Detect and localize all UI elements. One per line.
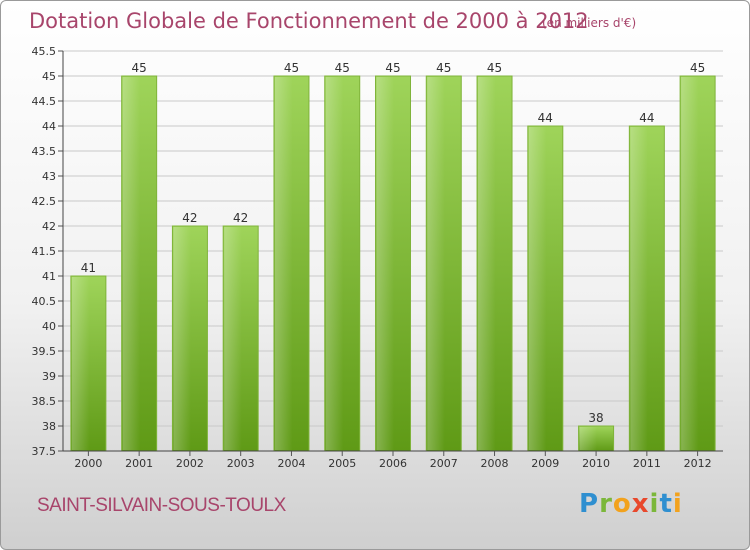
bar-highlight	[681, 77, 699, 450]
data-label: 45	[690, 61, 705, 75]
x-tick-label: 2002	[176, 457, 204, 470]
bar-highlight	[224, 227, 242, 450]
x-tick-label: 2009	[531, 457, 559, 470]
chart-unit: (en milliers d'€)	[542, 16, 637, 30]
x-tick-label: 2010	[582, 457, 610, 470]
axes: 37.5 38 38.5 39 39.5 40 40.5 41 41.5 42 42.5 43 43.5…	[32, 45, 723, 470]
y-tick-label: 40	[42, 320, 56, 333]
proxiti-logo: Proxiti	[579, 489, 683, 519]
x-tick-label: 2006	[379, 457, 407, 470]
y-tick-label: 45	[42, 70, 56, 83]
x-tick-label: 2003	[227, 457, 255, 470]
x-tick-label: 2001	[125, 457, 153, 470]
bar-highlight	[630, 127, 648, 450]
commune-name: SAINT-SILVAIN-SOUS-TOULX	[37, 495, 286, 516]
bar-highlight	[71, 277, 90, 450]
bars: 41 45 42 42 45 45 45 45 45 44 38 44 45	[70, 61, 716, 452]
x-tick-label: 2007	[430, 457, 458, 470]
bar-highlight	[478, 77, 496, 450]
y-tick-label: 41	[42, 270, 56, 283]
data-label: 42	[233, 211, 248, 225]
y-tick-label: 37.5	[32, 445, 57, 458]
y-tick-label: 42	[42, 220, 56, 233]
data-label: 38	[588, 411, 603, 425]
y-tick-label: 38	[42, 420, 56, 433]
chart-title: Dotation Globale de Fonctionnement de 20…	[29, 9, 589, 33]
data-label: 45	[487, 61, 502, 75]
y-tick-label: 43	[42, 170, 56, 183]
data-label: 44	[538, 111, 553, 125]
data-label: 45	[284, 61, 299, 75]
data-label: 44	[639, 111, 654, 125]
bar-highlight	[173, 227, 191, 450]
y-tick-label: 44.5	[32, 95, 57, 108]
y-tick-label: 43.5	[32, 145, 57, 158]
y-tick-label: 39	[42, 370, 56, 383]
data-label: 45	[132, 61, 147, 75]
y-tick-label: 38.5	[32, 395, 57, 408]
x-tick-label: 2000	[74, 457, 102, 470]
data-label: 42	[182, 211, 197, 225]
bar-highlight	[427, 77, 445, 450]
y-tick-label: 39.5	[32, 345, 57, 358]
data-label: 45	[385, 61, 400, 75]
x-tick-label: 2004	[277, 457, 305, 470]
bar-highlight	[528, 127, 547, 450]
bar-highlight	[274, 77, 293, 450]
bar-highlight	[579, 427, 598, 450]
x-tick-label: 2011	[633, 457, 661, 470]
y-tick-label: 45.5	[32, 45, 57, 58]
y-tick-label: 44	[42, 120, 56, 133]
data-label: 45	[436, 61, 451, 75]
y-tick-label: 42.5	[32, 195, 57, 208]
x-tick-label: 2005	[328, 457, 356, 470]
data-label: 41	[81, 261, 96, 275]
bar-highlight	[325, 77, 344, 450]
x-tick-label: 2012	[684, 457, 712, 470]
y-tick-label: 40.5	[32, 295, 57, 308]
x-tick-label: 2008	[481, 457, 509, 470]
bar-highlight	[376, 77, 394, 450]
bar-highlight	[122, 77, 141, 450]
data-label: 45	[335, 61, 350, 75]
y-tick-label: 41.5	[32, 245, 57, 258]
